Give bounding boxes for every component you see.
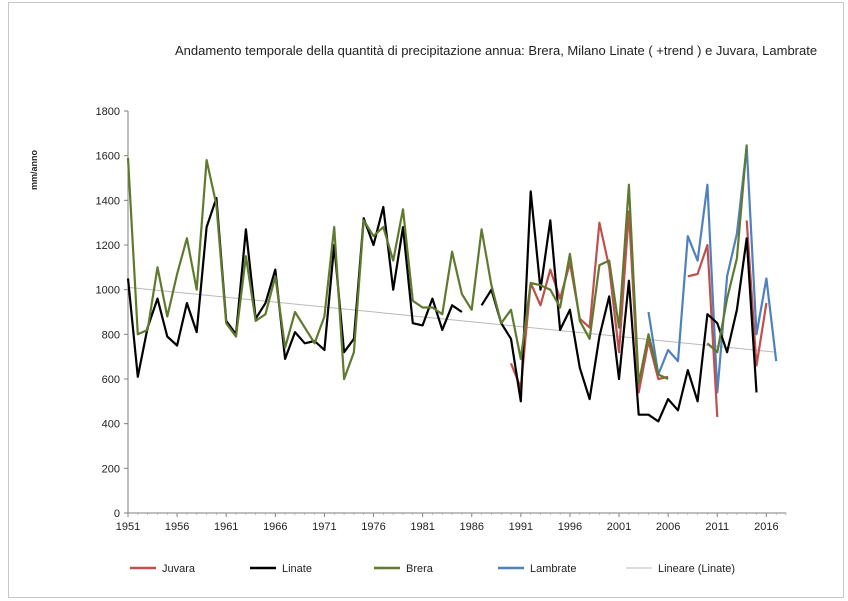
axes: 0 200 400 600 800 1000 1200 1400 1600 1800 1951 195… xyxy=(96,106,787,533)
y-tick-label: 800 xyxy=(102,329,120,341)
x-tick-label: 1971 xyxy=(312,521,336,533)
y-tick-label: 1800 xyxy=(96,106,120,118)
legend: Juvara Linate Brera Lambrate Lineare (Linate… xyxy=(130,563,735,575)
legend-label-lambrate: Lambrate xyxy=(530,563,576,575)
chart-title: Andamento temporale della quantità di pr… xyxy=(175,43,818,58)
x-tick-label: 1956 xyxy=(165,521,189,533)
x-tick-label: 1951 xyxy=(116,521,140,533)
y-tick-label: 1000 xyxy=(96,285,120,297)
x-tick-label: 1986 xyxy=(459,521,483,533)
x-tick-label: 2001 xyxy=(607,521,631,533)
y-tick-label: 0 xyxy=(114,508,120,520)
y-tick-label: 200 xyxy=(102,463,120,475)
x-tick-label: 2016 xyxy=(754,521,778,533)
x-tick-label: 1991 xyxy=(509,521,533,533)
series-line-brera xyxy=(126,144,748,385)
series-line-lambrate xyxy=(647,145,778,394)
legend-label-linate: Linate xyxy=(282,563,312,575)
x-tick-label: 2006 xyxy=(656,521,680,533)
y-tick-label: 1200 xyxy=(96,240,120,252)
x-tick-label: 1981 xyxy=(410,521,434,533)
legend-label-juvara: Juvara xyxy=(162,563,196,575)
y-tick-label: 600 xyxy=(102,374,120,386)
x-tick-label: 2011 xyxy=(705,521,729,533)
trend-line-linate xyxy=(127,286,777,353)
series-line-linate xyxy=(126,190,758,423)
series-layer xyxy=(126,144,778,423)
legend-label-lineare-linate: Lineare (Linate) xyxy=(658,563,735,575)
y-tick-label: 1400 xyxy=(96,195,120,207)
x-tick-label: 1976 xyxy=(361,521,385,533)
legend-label-brera: Brera xyxy=(406,563,434,575)
x-tick-label: 1966 xyxy=(263,521,287,533)
y-tick-label: 1600 xyxy=(96,151,120,163)
x-tick-label: 1996 xyxy=(558,521,582,533)
x-tick-label: 1961 xyxy=(214,521,238,533)
chart-frame xyxy=(8,2,844,598)
y-tick-label: 400 xyxy=(102,419,120,431)
trend-layer xyxy=(127,286,777,353)
series-line-juvara xyxy=(509,210,768,418)
